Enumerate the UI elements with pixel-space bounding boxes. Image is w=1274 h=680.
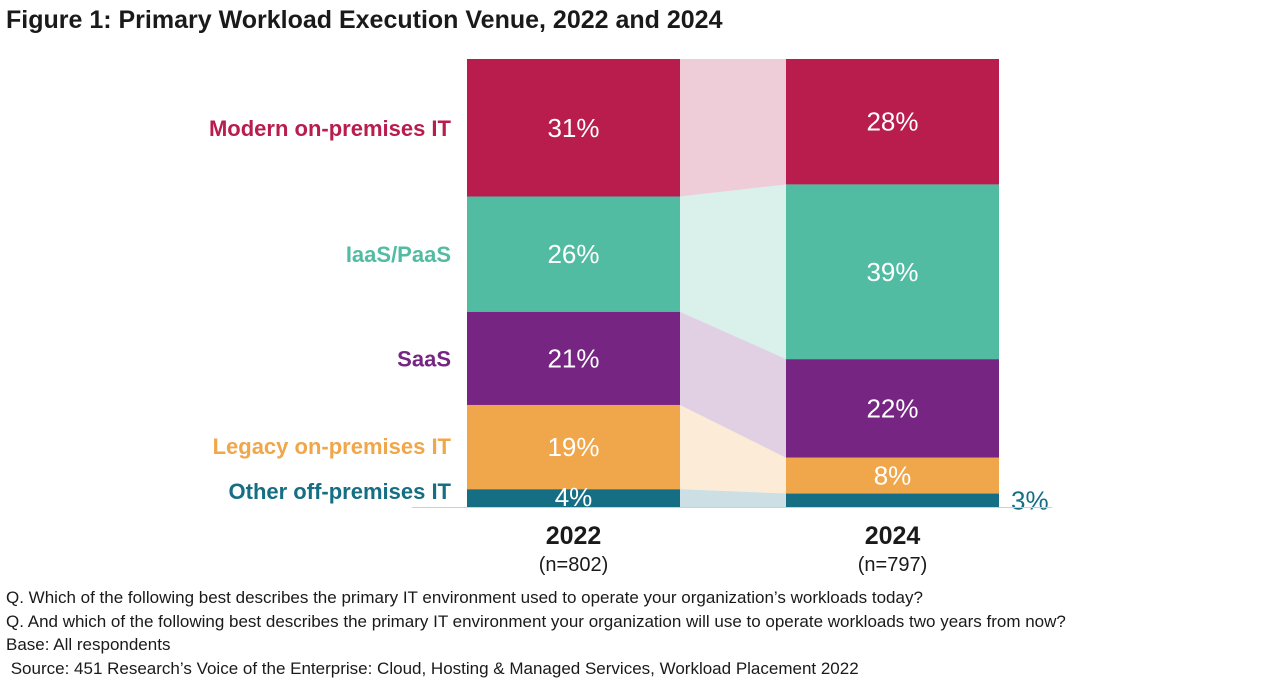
series-label-iaas-paas: IaaS/PaaS xyxy=(346,242,451,267)
bar-segment-legacy-on-premises-it-2024 xyxy=(786,457,999,494)
series-label-modern-on-premises-it: Modern on-premises IT xyxy=(209,116,452,141)
data-label-iaas-paas-2024: 39% xyxy=(866,257,918,287)
bar-segment-legacy-on-premises-it-2022 xyxy=(467,404,680,490)
data-label-modern-on-premises-it-2022: 31% xyxy=(547,113,599,143)
series-label-other-off-premises-it: Other off-premises IT xyxy=(229,479,452,504)
footnote-question-2: Q. And which of the following best descr… xyxy=(6,611,1066,631)
chart-title: Figure 1: Primary Workload Execution Ven… xyxy=(6,6,723,34)
category-labels: 2022 (n=802) 2024 (n=797) xyxy=(539,522,928,576)
data-label-other-off-premises-it-2024: 3% xyxy=(1011,485,1049,515)
segment-labels: 31% 28%26%39%21%22%19%8%4% 3% xyxy=(547,107,1048,516)
category-sample-size-2022: (n=802) xyxy=(539,554,609,576)
series-label-legacy-on-premises-it: Legacy on-premises IT xyxy=(213,434,452,459)
category-sample-size-2024: (n=797) xyxy=(858,554,928,576)
bar-segment-other-off-premises-it-2024 xyxy=(786,493,999,507)
bar-segment-saas-2022 xyxy=(467,311,680,405)
bar-segment-iaas-paas-2024 xyxy=(786,184,999,360)
bar-segment-modern-on-premises-it-2024 xyxy=(786,59,999,185)
bar-segments xyxy=(467,59,999,507)
category-label-2024: 2024 xyxy=(865,522,921,550)
data-label-saas-2024: 22% xyxy=(866,393,918,423)
bar-segment-saas-2024 xyxy=(786,359,999,458)
series-label-saas: SaaS xyxy=(397,346,451,371)
connector-bands xyxy=(680,59,786,507)
connector-iaas-paas xyxy=(680,184,786,360)
footnotes: Q. Which of the following best describes… xyxy=(6,586,1066,680)
connector-legacy-on-premises-it xyxy=(680,404,786,494)
data-label-modern-on-premises-it-2024: 28% xyxy=(866,107,918,137)
footnote-question-1: Q. Which of the following best describes… xyxy=(6,588,923,607)
data-label-iaas-paas-2022: 26% xyxy=(547,239,599,269)
data-label-legacy-on-premises-it-2024: 8% xyxy=(874,461,912,491)
connector-modern-on-premises-it xyxy=(680,59,786,197)
bar-segment-modern-on-premises-it-2022 xyxy=(467,59,680,197)
bar-segment-other-off-premises-it-2022 xyxy=(467,489,680,507)
data-label-saas-2022: 21% xyxy=(547,343,599,373)
data-label-legacy-on-premises-it-2022: 19% xyxy=(547,432,599,462)
stacked-bar-chart: 31% 28%26%39%21%22%19%8%4% 3% Modern on-pr… xyxy=(209,59,1052,576)
series-labels: Modern on-premises IT IaaS/PaaS SaaS Legacy… xyxy=(209,116,452,504)
footnote-base: Base: All respondents xyxy=(6,635,171,654)
footnote-source: Source: 451 Research’s Voice of the Ente… xyxy=(6,658,859,678)
bar-segment-iaas-paas-2022 xyxy=(467,196,680,312)
connector-other-off-premises-it xyxy=(680,489,786,507)
connector-saas xyxy=(680,311,786,458)
category-label-2022: 2022 xyxy=(546,522,602,550)
